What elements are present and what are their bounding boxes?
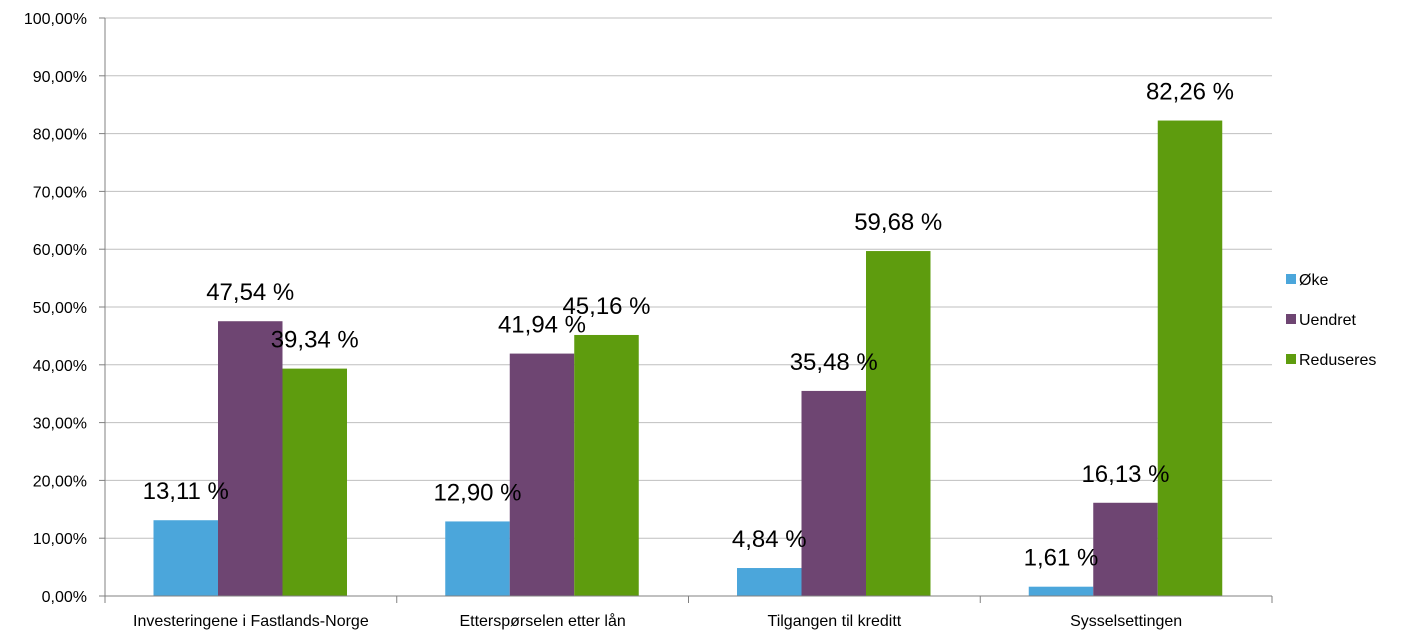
y-tick-label: 100,00%	[24, 11, 87, 28]
legend-label: Uendret	[1299, 312, 1356, 329]
bar	[574, 334, 639, 596]
data-label: 45,16 %	[562, 293, 650, 320]
y-tick-label: 50,00%	[33, 300, 87, 317]
x-category-label: Tilgangen til kreditt	[768, 613, 902, 630]
data-labels: 13,11 % 12,90 % 4,84 % 1,61 % 47,54 % 41,94 %…	[143, 79, 1234, 572]
data-label: 82,26 %	[1146, 79, 1234, 106]
x-axis-category-labels: Investeringene i Fastlands-Norge Etterspø…	[133, 612, 1182, 630]
bar	[1157, 120, 1223, 596]
data-label: 12,90 %	[433, 479, 521, 506]
y-tick-label: 60,00%	[33, 242, 87, 259]
bar	[153, 520, 218, 596]
legend-swatch	[1286, 314, 1296, 324]
legend-label: Øke	[1299, 272, 1328, 289]
bar	[218, 321, 283, 596]
bar	[801, 390, 866, 596]
legend: Øke Uendret Reduseres	[1286, 272, 1376, 369]
data-label: 41,94 %	[498, 312, 586, 339]
x-category-label: Sysselsettingen	[1070, 613, 1182, 630]
y-axis-tick-labels: 0,00% 10,00% 20,00% 30,00% 40,00% 50,00% 60,00…	[24, 11, 87, 606]
legend-label: Reduseres	[1299, 352, 1376, 369]
y-tick-label: 10,00%	[33, 531, 87, 548]
y-tick-label: 70,00%	[33, 184, 87, 201]
data-label: 47,54 %	[206, 279, 294, 306]
y-tick-label: 40,00%	[33, 358, 87, 375]
data-label: 1,61 %	[1024, 545, 1099, 572]
bar	[282, 368, 347, 596]
bar	[737, 568, 802, 596]
y-tick-label: 0,00%	[42, 589, 87, 606]
bar	[866, 251, 931, 596]
bar-series	[153, 120, 1223, 596]
data-label: 39,34 %	[271, 327, 359, 354]
y-tick-label: 90,00%	[33, 69, 87, 86]
bar	[1028, 586, 1094, 596]
data-label: 13,11 %	[143, 478, 229, 505]
y-tick-label: 80,00%	[33, 127, 87, 144]
x-category-label: Investeringene i Fastlands-Norge	[133, 613, 369, 630]
data-label: 59,68 %	[854, 209, 942, 236]
axes	[99, 17, 1273, 603]
legend-swatch	[1286, 354, 1296, 364]
data-label: 4,84 %	[732, 526, 807, 553]
y-tick-label: 20,00%	[33, 473, 87, 490]
bar	[445, 521, 510, 596]
bar	[1093, 502, 1158, 596]
x-category-label: Etterspørselen etter lån	[459, 612, 625, 630]
data-label: 35,48 %	[790, 349, 878, 376]
data-label: 16,13 %	[1081, 461, 1169, 488]
legend-swatch	[1286, 274, 1296, 284]
y-tick-label: 30,00%	[33, 416, 87, 433]
bar	[509, 353, 575, 596]
